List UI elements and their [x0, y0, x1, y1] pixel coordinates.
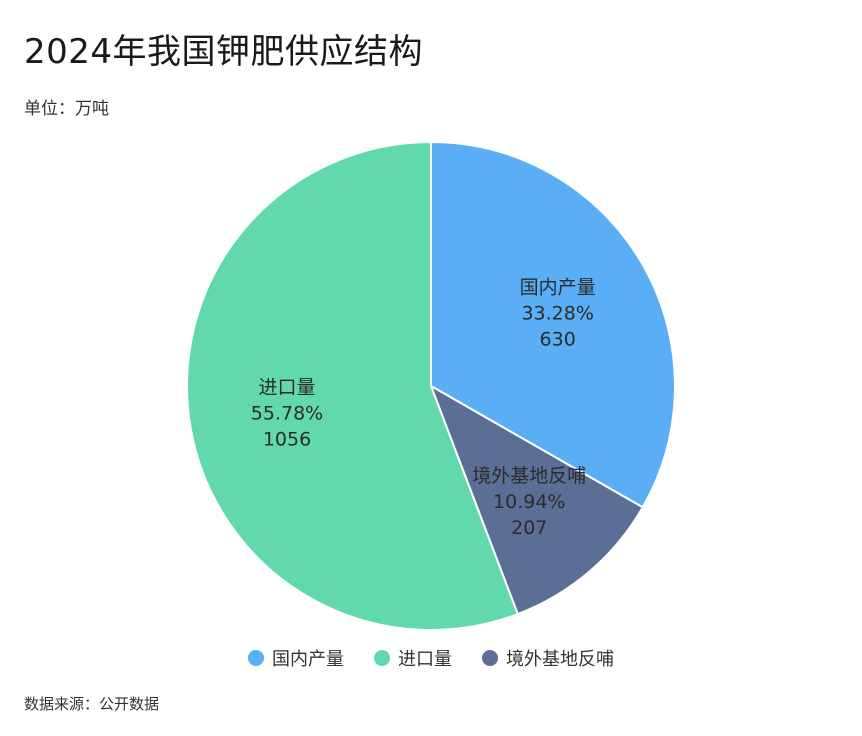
- legend-label: 进口量: [398, 649, 452, 670]
- slice-label-value: 630: [540, 329, 576, 351]
- slice-label-value: 207: [511, 517, 547, 539]
- legend-item[interactable]: 进口量: [374, 645, 452, 671]
- data-source: 数据来源：公开数据: [24, 695, 160, 713]
- pie-slice[interactable]: [430, 141, 676, 509]
- slice-label-name: 国内产量: [520, 277, 596, 299]
- legend-label: 境外基地反哺: [506, 649, 614, 670]
- slice-label-percent: 33.28%: [521, 303, 593, 325]
- slice-label-value: 1056: [263, 428, 311, 450]
- pie-slice[interactable]: [430, 385, 644, 616]
- legend-marker: [374, 650, 390, 666]
- slice-label-percent: 55.78%: [251, 402, 323, 424]
- legend-item[interactable]: 国内产量: [248, 645, 344, 671]
- legend-item[interactable]: 境外基地反哺: [482, 645, 614, 671]
- slice-label-name: 进口量: [259, 376, 316, 398]
- slice-label-name: 境外基地反哺: [472, 465, 586, 487]
- chart-title: 2024年我国钾肥供应结构: [24, 32, 424, 72]
- slice-label-percent: 10.94%: [493, 491, 565, 513]
- legend-marker: [482, 650, 498, 666]
- legend-marker: [248, 650, 264, 666]
- legend-label: 国内产量: [272, 649, 344, 670]
- unit-label: 单位：万吨: [24, 99, 109, 119]
- chart-legend: 国内产量 进口量 境外基地反哺: [0, 645, 862, 671]
- pie-slice[interactable]: [186, 141, 519, 631]
